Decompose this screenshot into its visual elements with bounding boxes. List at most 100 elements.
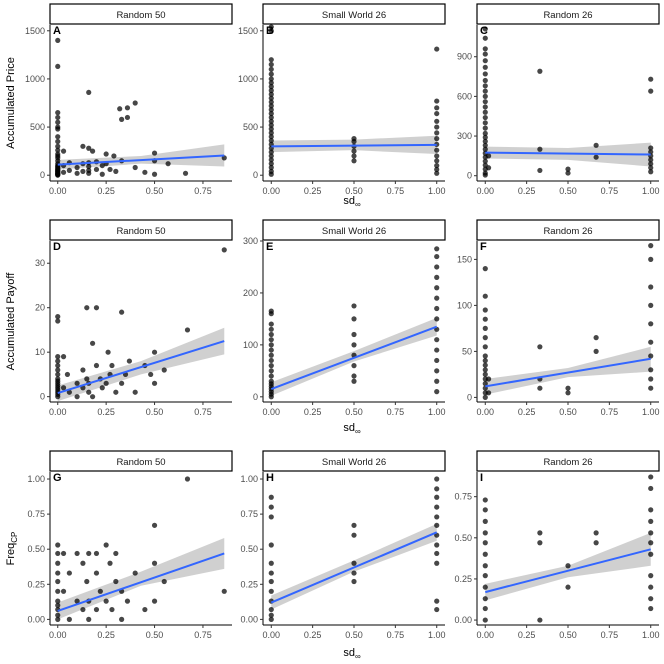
data-point [482,596,488,602]
data-point [55,126,61,132]
data-point [434,166,440,173]
data-point [119,116,125,122]
data-point [97,588,103,594]
data-point [60,169,67,175]
data-point [351,316,357,322]
data-point [648,474,654,480]
data-point [151,150,158,156]
data-point [268,126,274,132]
data-point [648,507,654,513]
x-axis-title: sd∞ [343,422,361,436]
data-point [55,358,61,364]
data-point [55,578,61,585]
data-point [268,542,274,548]
data-point [119,309,125,315]
data-point [648,149,654,155]
data-point [86,163,92,170]
y-tick-label: 900 [457,52,472,62]
data-point [351,378,357,384]
data-point [60,550,67,557]
data-point [434,246,440,252]
data-point [268,153,274,159]
data-point [434,46,440,52]
data-point [113,578,119,585]
data-point [268,130,274,136]
data-point [151,171,158,177]
y-tick-label: 0.25 [27,579,45,589]
confidence-ribbon [485,346,651,395]
data-point [55,314,61,320]
data-point [142,169,148,175]
x-tick-label: 1.00 [428,186,446,196]
fit-line [485,357,651,388]
data-point [482,142,488,148]
data-point [482,172,488,178]
data-point [648,339,654,345]
data-point [268,99,274,105]
y-tick-label: 0 [253,392,258,402]
data-point [103,542,109,548]
data-point [482,307,488,313]
y-tick-label: 0.00 [240,614,258,624]
data-point [482,114,488,121]
data-point [268,363,274,369]
strip-label: Random 50 [116,10,165,21]
data-point [268,588,274,594]
data-point [351,331,357,338]
data-point [221,247,227,253]
data-point [89,394,96,400]
data-point [482,83,488,89]
data-point [593,540,599,546]
strip-box [49,3,233,25]
data-point [268,504,274,510]
data-point [648,243,654,249]
confidence-ribbon [57,327,225,402]
strip-box [262,219,446,241]
data-point [55,138,61,145]
data-point [93,362,100,369]
data-point [84,578,90,585]
data-point [124,105,131,111]
y-tick-label: 0.00 [27,614,45,624]
data-point [593,142,599,148]
data-point [648,165,654,171]
data-point [268,80,274,86]
strip-label: Small World 26 [322,457,386,468]
y-tick-label: 1500 [238,26,258,36]
data-point [93,305,100,311]
data-point [124,598,131,604]
data-point [268,118,274,124]
data-point [648,485,654,492]
data-point [60,588,67,594]
data-point [434,514,440,520]
x-tick-label: 0.25 [304,186,322,196]
y-tick-label: 10 [35,347,45,357]
data-point [434,153,440,159]
data-point [66,570,72,576]
panel-B: Small World 26 0 500 1000 1500 0.00 0.25 0.50 0.… [238,3,446,196]
data-point [537,530,543,536]
data-point [648,256,654,262]
data-point [268,570,274,576]
x-tick-label: 0.25 [97,630,115,640]
data-point [434,118,440,124]
data-point [55,570,61,576]
data-point [142,606,148,613]
data-point [482,99,488,105]
data-point [268,321,274,327]
data-point [434,368,440,374]
data-point [151,598,158,604]
data-point [593,530,599,536]
data-point [117,106,123,112]
data-point [537,167,543,174]
data-point [268,24,274,30]
data-point [648,518,654,524]
data-point [55,119,61,125]
data-point [221,588,227,594]
x-tick-label: 0.50 [146,186,164,196]
data-point [86,145,92,151]
data-point [66,167,72,174]
data-point [593,348,599,354]
y-tick-label: 1000 [238,74,258,84]
y-tick-label: 0 [467,171,472,181]
